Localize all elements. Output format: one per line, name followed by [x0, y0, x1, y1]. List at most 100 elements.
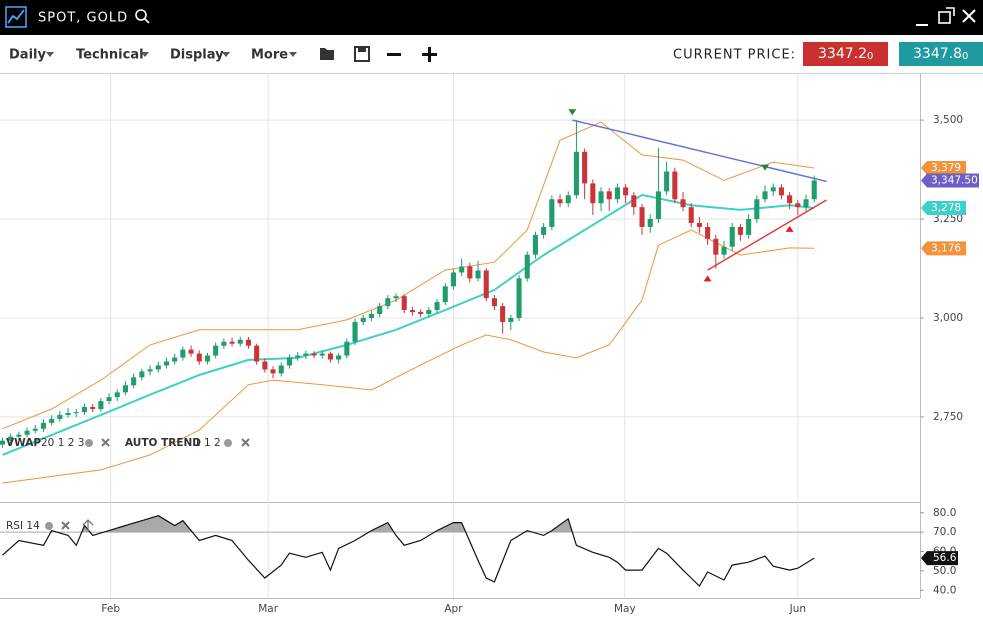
- legend-name: AUTO TREND: [125, 437, 201, 449]
- candle-body: [369, 314, 374, 318]
- candle-body: [33, 429, 38, 431]
- settings-button[interactable]: [45, 522, 53, 530]
- candle-body: [771, 187, 776, 191]
- remove-button[interactable]: [102, 439, 109, 446]
- candle-body: [344, 342, 349, 356]
- menu-daily[interactable]: Daily: [9, 48, 46, 63]
- candle-body: [131, 377, 136, 385]
- candle-body: [598, 191, 603, 203]
- candle-body: [738, 227, 743, 235]
- candle-body: [795, 203, 800, 207]
- candle-body: [402, 296, 407, 310]
- remove-button[interactable]: [62, 522, 69, 529]
- x-tick-label: Apr: [444, 603, 463, 615]
- plot: FebMarAprMayJun3,5003,2503,0002,7503,278…: [0, 74, 979, 615]
- legend-name: VWAP: [6, 437, 41, 449]
- candle-body: [451, 272, 456, 286]
- candle-body: [754, 199, 759, 219]
- save-button[interactable]: [355, 47, 369, 61]
- candle-body: [803, 199, 808, 207]
- y-tick-label: 2,750: [933, 411, 963, 423]
- trend-line: [708, 200, 827, 270]
- candle-body: [271, 369, 276, 373]
- candle-body: [164, 361, 169, 365]
- candle-body: [74, 412, 79, 413]
- candle-body: [230, 342, 235, 344]
- candle-body: [762, 191, 767, 199]
- caret: [289, 52, 297, 57]
- candle-body: [98, 401, 103, 409]
- legend-params: 1 1 2: [194, 437, 221, 449]
- candle-body: [328, 354, 333, 360]
- bid-sub: 0: [867, 51, 873, 62]
- value-tag-label: 56.6: [933, 552, 957, 564]
- legend-params: 20 1 2 3: [41, 437, 84, 449]
- candle-body: [426, 310, 431, 314]
- candle-body: [443, 286, 448, 302]
- y-tick-label: 70.0: [933, 526, 956, 538]
- candle-body: [705, 227, 710, 239]
- candle-body: [57, 415, 62, 419]
- candle-body: [205, 356, 210, 362]
- candle-body: [312, 354, 317, 356]
- candle-body: [484, 270, 489, 298]
- candle-body: [631, 195, 636, 207]
- candle-body: [262, 361, 267, 369]
- candle-body: [648, 219, 653, 227]
- settings-button[interactable]: [224, 439, 232, 447]
- rsi-line: [3, 516, 815, 586]
- menu-display[interactable]: Display: [170, 48, 224, 63]
- candle-body: [697, 223, 702, 227]
- candle-body: [41, 423, 46, 429]
- zoom-in-button[interactable]: [422, 47, 437, 62]
- signal-marker: [704, 275, 712, 281]
- candle-body: [107, 397, 112, 401]
- candle-body: [721, 247, 726, 255]
- candle-body: [49, 419, 54, 423]
- y-tick-label: 3,000: [933, 312, 963, 324]
- ask-main: 3347.8: [913, 46, 962, 62]
- remove-button[interactable]: [242, 439, 249, 446]
- indicator-line: [3, 195, 815, 455]
- caret: [46, 52, 54, 57]
- candle-body: [139, 371, 144, 377]
- candle-body: [812, 180, 817, 199]
- candle-body: [434, 302, 439, 310]
- candle-body: [189, 350, 194, 354]
- candle-body: [475, 270, 480, 278]
- candle-body: [525, 255, 530, 279]
- candle-body: [213, 346, 218, 356]
- candle-body: [180, 350, 185, 358]
- settings-button[interactable]: [85, 439, 93, 447]
- candle-body: [254, 346, 259, 362]
- candle-body: [590, 183, 595, 203]
- candle-body: [787, 195, 792, 203]
- candle-body: [574, 152, 579, 196]
- x-tick-label: Mar: [258, 603, 278, 615]
- candle-body: [664, 172, 669, 192]
- indicator-legend: VWAP 20 1 2 3 AUTO TREND 1 1 2 RSI 14: [6, 437, 249, 532]
- candle-body: [90, 407, 95, 409]
- candle-body: [672, 172, 677, 200]
- candle-body: [279, 365, 284, 373]
- candle-body: [410, 310, 415, 312]
- candle-body: [295, 356, 300, 358]
- candle-body: [607, 191, 612, 199]
- candle-body: [172, 358, 177, 362]
- signal-marker: [786, 226, 794, 232]
- menu-technical[interactable]: Technical: [76, 48, 144, 63]
- zoom-out-button[interactable]: [387, 53, 401, 56]
- ask-price: 3347.80: [913, 46, 968, 62]
- candle-body: [516, 278, 521, 318]
- open-button[interactable]: [320, 48, 334, 60]
- candle-body: [639, 207, 644, 227]
- price-tag-label: 3,379: [931, 162, 961, 174]
- x-tick-label: Jun: [789, 603, 806, 615]
- candle-body: [656, 191, 661, 219]
- candle-body: [394, 296, 399, 298]
- rsi-legend: RSI 14: [6, 520, 40, 532]
- candle-body: [541, 227, 546, 235]
- menu-more[interactable]: More: [251, 48, 288, 63]
- candle-body: [353, 322, 358, 342]
